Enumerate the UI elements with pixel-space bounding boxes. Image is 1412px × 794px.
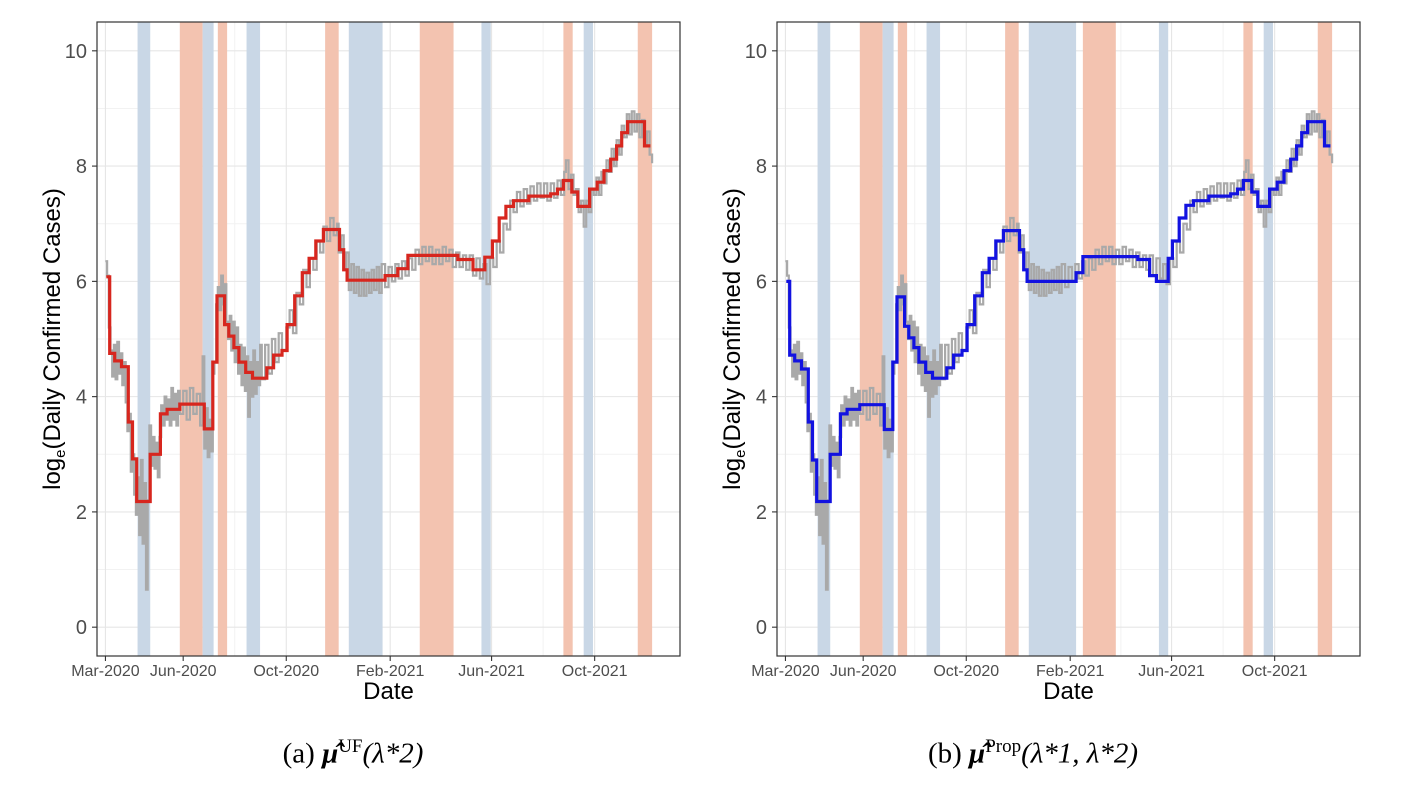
shaded-region-blue — [246, 22, 261, 656]
x-tick-label: Mar-2020 — [751, 663, 820, 680]
y-tick-label: 4 — [756, 387, 767, 409]
shaded-region-red — [897, 22, 908, 656]
plot-border — [776, 21, 1361, 657]
y-tick-label: 0 — [756, 617, 767, 639]
y-tick-label: 2 — [756, 502, 767, 524]
caption-a-sup: UF — [338, 736, 363, 757]
plot-border — [96, 21, 681, 657]
shaded-region-red — [1082, 22, 1116, 656]
x-tick-label: Mar-2020 — [71, 663, 140, 680]
shaded-region-blue — [481, 22, 491, 656]
caption-b-symbol: μ̂ — [969, 737, 986, 770]
x-axis-title: Date — [363, 678, 414, 705]
shaded-region-red — [419, 22, 454, 656]
y-axis-title: loge(Daily Confirmed Cases) — [39, 188, 69, 490]
x-tick-label: Oct-2020 — [253, 663, 319, 680]
x-axis-title: Date — [1043, 678, 1094, 705]
caption-a-label: (a) — [282, 737, 315, 770]
shaded-region-blue — [202, 22, 214, 656]
y-tick-label: 8 — [756, 156, 767, 178]
caption-b-args: (λ*1, λ*2) — [1021, 737, 1139, 770]
y-tick-label: 10 — [65, 41, 87, 63]
x-tick-label: Feb-2021 — [1036, 663, 1105, 680]
panel-a: 0 2 4 6 8 10 Mar-2020 Jun-2020 Oct-2020 Feb-2021 J… — [0, 21, 706, 771]
x-tick-label: Jun-2021 — [458, 663, 525, 680]
y-axis-title-subscript: e — [52, 450, 69, 458]
x-tick-label: Feb-2021 — [356, 663, 425, 680]
shaded-region-blue — [348, 22, 383, 656]
shaded-region-blue — [926, 22, 941, 656]
x-tick-label: Oct-2021 — [562, 663, 628, 680]
shaded-region-red — [637, 22, 653, 656]
shaded-region-red — [1005, 22, 1019, 656]
caption-b-label: (b) — [927, 737, 962, 770]
y-tick-label: 6 — [756, 271, 767, 293]
chart-b-svg: 0 2 4 6 8 10 Mar-2020 Jun-2020 Oct-2020 Feb-2021 J… — [719, 21, 1361, 705]
x-tick-label: Oct-2021 — [1242, 663, 1308, 680]
y-tick-label: 4 — [76, 387, 87, 409]
shaded-region-red — [217, 22, 228, 656]
shaded-region-red — [1243, 22, 1253, 656]
chart-a-svg: 0 2 4 6 8 10 Mar-2020 Jun-2020 Oct-2020 Feb-2021 J… — [39, 21, 681, 705]
caption-a-symbol: μ̂ — [322, 737, 339, 770]
shaded-region-red — [859, 22, 883, 656]
shaded-region-red — [179, 22, 203, 656]
panel-b: 0 2 4 6 8 10 Mar-2020 Jun-2020 Oct-2020 Feb-2021 J… — [680, 0, 1386, 794]
x-tick-label: Jun-2021 — [1138, 663, 1205, 680]
y-tick-label: 6 — [76, 271, 87, 293]
y-axis-title-base: log — [719, 458, 746, 490]
fitted-step-series — [106, 120, 651, 504]
x-tick-label: Oct-2020 — [933, 663, 999, 680]
y-axis-title: loge(Daily Confirmed Cases) — [719, 188, 749, 490]
caption-a-args: (λ*2) — [362, 737, 424, 770]
y-axis-title-rest: (Daily Confirmed Cases) — [39, 188, 66, 449]
y-tick-label: 2 — [76, 502, 87, 524]
shaded-region-blue — [583, 22, 593, 656]
y-axis-title-rest: (Daily Confirmed Cases) — [719, 188, 746, 449]
shaded-region-red — [1317, 22, 1333, 656]
shaded-region-blue — [1158, 22, 1169, 656]
caption-a: (a) μ̂UF(λ*2) — [0, 736, 706, 771]
caption-b-sup: Prop — [985, 736, 1022, 757]
shaded-region-red — [563, 22, 573, 656]
y-axis-title-base: log — [39, 458, 66, 490]
y-tick-label: 0 — [76, 617, 87, 639]
fitted-step-series — [786, 120, 1331, 504]
caption-b: (b) μ̂Prop(λ*1, λ*2) — [680, 736, 1386, 771]
shaded-region-blue — [882, 22, 894, 656]
shaded-region-blue — [1028, 22, 1077, 656]
y-tick-label: 10 — [745, 41, 767, 63]
x-tick-label: Jun-2020 — [150, 663, 217, 680]
x-tick-label: Jun-2020 — [830, 663, 897, 680]
shaded-region-red — [325, 22, 339, 656]
y-axis-title-subscript: e — [732, 450, 749, 458]
shaded-region-blue — [1263, 22, 1273, 656]
y-tick-label: 8 — [76, 156, 87, 178]
